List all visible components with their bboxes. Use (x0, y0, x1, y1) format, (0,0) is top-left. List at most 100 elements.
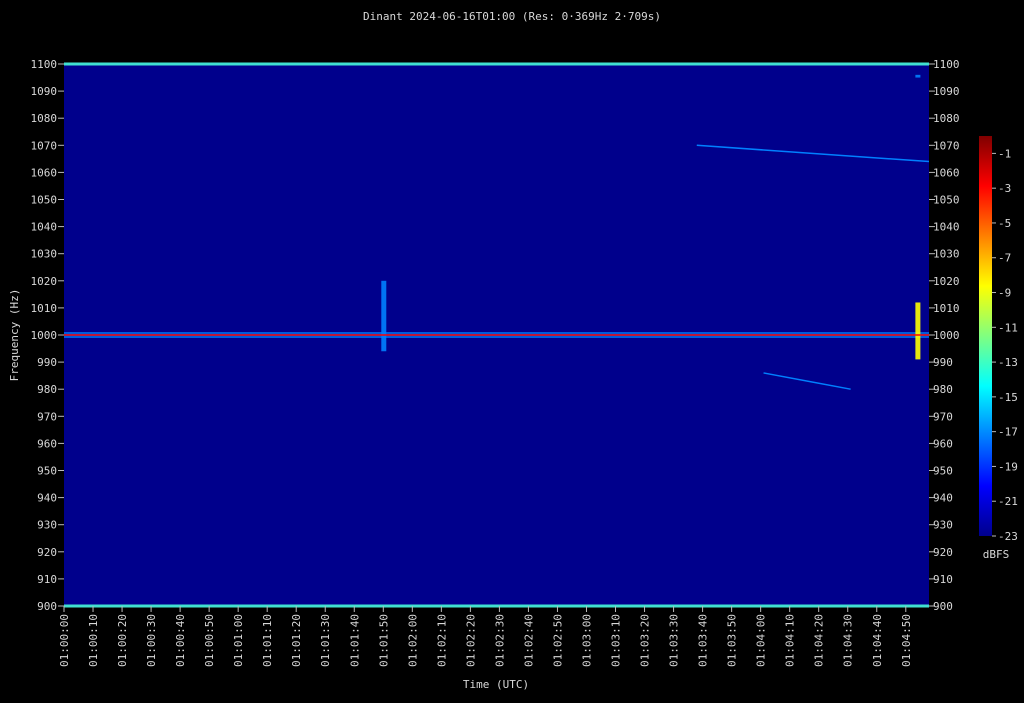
drift-trace-lower (763, 372, 851, 390)
x-tick-label: 01:04:20 (813, 614, 826, 667)
y-tick-label-right: 960 (933, 437, 953, 450)
y-axis-label: Frequency (Hz) (8, 289, 21, 382)
y-tick-label: 1030 (31, 248, 58, 261)
x-axis: 01:00:00 01:00:10 01:00:20 01:00:30 01:00:40… (58, 606, 913, 667)
burst-end (915, 302, 921, 360)
colorbar-tick-label: -23 (998, 530, 1018, 543)
colorbar-tick-label: -13 (998, 356, 1018, 369)
x-tick-label: 01:00:40 (174, 614, 187, 667)
y-tick-label: 960 (37, 437, 57, 450)
y-tick-label: 980 (37, 383, 57, 396)
colorbar-tick-label: -17 (998, 426, 1018, 439)
y-tick-label-right: 980 (933, 383, 953, 396)
y-tick-label-right: 940 (933, 492, 953, 505)
x-tick-label: 01:01:50 (377, 614, 390, 667)
y-tick-label-right: 1020 (933, 275, 960, 288)
y-tick-label: 1070 (31, 139, 58, 152)
x-tick-label: 01:04:10 (784, 614, 797, 667)
x-tick-label: 01:01:00 (232, 614, 245, 667)
y-tick-label: 1060 (31, 166, 58, 179)
y-tick-label: 1020 (31, 275, 58, 288)
x-tick-label: 01:03:00 (580, 614, 593, 667)
x-tick-label: 01:01:10 (261, 614, 274, 667)
x-tick-label: 01:00:30 (145, 614, 158, 667)
y-tick-label: 900 (37, 600, 57, 613)
y-tick-label-right: 1060 (933, 166, 960, 179)
y-tick-label: 930 (37, 519, 57, 532)
x-tick-label: 01:02:30 (493, 614, 506, 667)
x-tick-label: 01:03:10 (610, 614, 623, 667)
colorbar-tick-label: -21 (998, 495, 1018, 508)
x-tick-label: 01:00:20 (116, 614, 129, 667)
y-tick-label: 1000 (31, 329, 58, 342)
x-tick-label: 01:00:10 (87, 614, 100, 667)
y-tick-label-right: 950 (933, 465, 953, 478)
y-tick-label: 1050 (31, 194, 58, 207)
drift-trace-upper (696, 144, 930, 163)
burst-0150 (381, 280, 387, 352)
y-axis-right: 900 910 920 930 940 950 960 970 980 990 1000 1010 10… (929, 58, 960, 613)
x-tick-label: 01:04:00 (755, 614, 768, 667)
y-tick-label: 1080 (31, 112, 58, 125)
y-tick-label: 970 (37, 410, 57, 423)
x-tick-label: 01:03:40 (697, 614, 710, 667)
y-tick-label-right: 1050 (933, 194, 960, 207)
y-tick-label-right: 1080 (933, 112, 960, 125)
colorbar-tick-label: -3 (998, 182, 1011, 195)
y-tick-label: 920 (37, 546, 57, 559)
colorbar-tick-label: -7 (998, 252, 1011, 265)
x-axis-label: Time (UTC) (463, 678, 529, 691)
x-tick-label: 01:02:40 (522, 614, 535, 667)
x-tick-label: 01:04:30 (842, 614, 855, 667)
y-tick-label: 1100 (31, 58, 58, 71)
x-tick-label: 01:03:30 (668, 614, 681, 667)
x-tick-label: 01:00:50 (203, 614, 216, 667)
y-tick-label-right: 970 (933, 410, 953, 423)
x-tick-label: 01:04:40 (871, 614, 884, 667)
plot-area (64, 62, 930, 608)
y-tick-label: 1040 (31, 221, 58, 234)
colorbar-tick-label: -5 (998, 217, 1011, 230)
y-tick-label-right: 910 (933, 573, 953, 586)
colorbar-tick-label: -9 (998, 287, 1011, 300)
y-axis-left: 900 910 920 930 940 950 960 970 980 990 1000 1010 10… (31, 58, 64, 613)
y-tick-label-right: 1090 (933, 85, 960, 98)
y-tick-label-right: 1100 (933, 58, 960, 71)
colorbar-ticks: -1 -3 -5 -7 -9 -11 -13 -15 -17 -19 -21 -23 (992, 147, 1018, 543)
blip-1095 (915, 74, 921, 78)
colorbar-tick-label: -15 (998, 391, 1018, 404)
y-tick-label-right: 1010 (933, 302, 960, 315)
y-tick-label-right: 900 (933, 600, 953, 613)
y-tick-label-right: 990 (933, 356, 953, 369)
y-tick-label: 1090 (31, 85, 58, 98)
colorbar (979, 136, 992, 536)
colorbar-label: dBFS (983, 548, 1010, 561)
signal-features (64, 74, 930, 390)
colorbar-tick-label: -1 (998, 147, 1011, 160)
x-tick-label: 01:00:00 (58, 614, 71, 667)
x-tick-label: 01:02:50 (551, 614, 564, 667)
y-tick-label-right: 1030 (933, 248, 960, 261)
y-tick-label-right: 920 (933, 546, 953, 559)
y-tick-label: 910 (37, 573, 57, 586)
x-tick-label: 01:02:20 (464, 614, 477, 667)
x-tick-label: 01:01:40 (348, 614, 361, 667)
y-tick-label-right: 1000 (933, 329, 960, 342)
y-tick-label-right: 1070 (933, 139, 960, 152)
y-tick-label-right: 1040 (933, 221, 960, 234)
y-tick-label: 990 (37, 356, 57, 369)
colorbar-tick-label: -11 (998, 321, 1018, 334)
y-tick-label: 940 (37, 492, 57, 505)
x-tick-label: 01:03:50 (726, 614, 739, 667)
x-tick-label: 01:01:20 (290, 614, 303, 667)
y-tick-label: 950 (37, 465, 57, 478)
colorbar-tick-label: -19 (998, 460, 1018, 473)
x-tick-label: 01:01:30 (319, 614, 332, 667)
x-tick-label: 01:04:50 (900, 614, 913, 667)
x-tick-label: 01:03:20 (639, 614, 652, 667)
y-tick-label-right: 930 (933, 519, 953, 532)
x-tick-label: 01:02:00 (406, 614, 419, 667)
y-tick-label: 1010 (31, 302, 58, 315)
x-tick-label: 01:02:10 (435, 614, 448, 667)
chart-title: Dinant 2024-06-16T01:00 (Res: 0·369Hz 2·… (363, 10, 661, 23)
